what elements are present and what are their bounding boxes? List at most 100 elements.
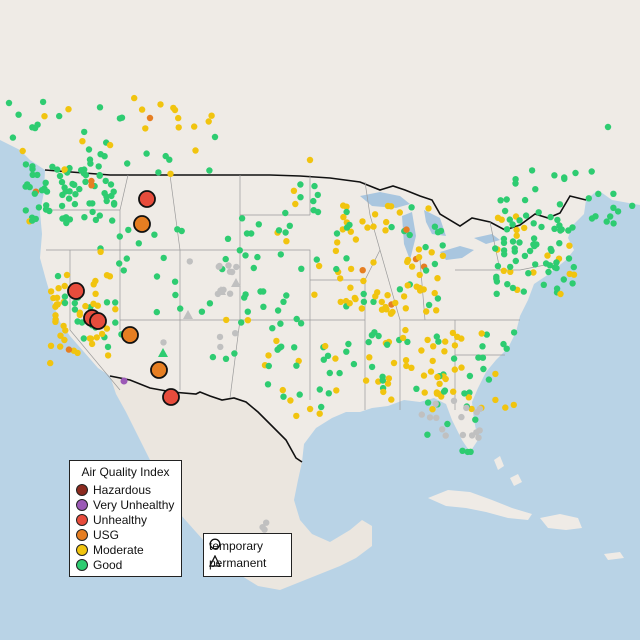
monitor-dot	[427, 368, 435, 375]
monitor-dot	[55, 285, 62, 292]
monitor-dot	[569, 280, 576, 287]
monitor-dot	[118, 114, 126, 121]
monitor-dot	[366, 354, 373, 361]
monitor-dot	[86, 335, 94, 342]
monitor-dot	[388, 396, 395, 403]
monitor-dot	[399, 334, 407, 342]
monitor-dot	[286, 222, 293, 229]
monitor-dot	[78, 167, 85, 174]
monitor-dot	[403, 362, 410, 370]
monitor-dot	[56, 172, 64, 180]
monitor-dot	[263, 519, 270, 526]
monitor-dot	[439, 242, 446, 249]
great-lakes	[360, 192, 500, 260]
monitor-dot	[384, 341, 391, 348]
monitor-dot	[500, 239, 508, 246]
monitor-dot	[81, 128, 88, 136]
monitor-dot	[124, 160, 131, 167]
monitor-dot	[57, 343, 64, 350]
monitor-dot	[435, 338, 442, 345]
fire-monitor-marker	[121, 326, 139, 344]
monitor-dot	[223, 316, 230, 324]
legend-item-moderate: Moderate	[76, 542, 144, 557]
monitor-dot	[530, 235, 538, 242]
monitor-dot	[610, 220, 617, 227]
monitor-dot	[293, 362, 300, 369]
monitor-dot	[58, 202, 66, 210]
monitor-dot	[61, 282, 68, 290]
monitor-dot	[530, 269, 537, 276]
monitor-dot	[175, 124, 182, 131]
monitor-dot	[340, 213, 347, 221]
monitor-dot	[565, 255, 573, 262]
monitor-dot	[277, 251, 284, 258]
monitor-dot	[424, 431, 431, 438]
circle-outline-icon	[209, 538, 221, 550]
monitor-dot	[424, 399, 432, 406]
monitor-dot	[63, 271, 71, 279]
legend-label: Very Unhealthy	[93, 497, 175, 512]
monitor-dot	[343, 348, 350, 355]
monitor-dot	[333, 230, 341, 237]
monitor-dot	[406, 231, 413, 239]
monitor-dot	[65, 106, 72, 113]
monitor-dot	[510, 401, 517, 409]
monitor-dot	[153, 308, 160, 316]
monitor-dot	[467, 448, 474, 455]
monitor-dot	[280, 298, 287, 305]
monitor-dot	[97, 151, 104, 158]
monitor-dot	[497, 197, 504, 204]
monitor-dot	[483, 331, 490, 338]
monitor-dot	[226, 290, 234, 297]
monitor-dot	[206, 167, 213, 174]
monitor-dot	[413, 385, 420, 392]
hispaniola-land	[540, 514, 582, 530]
monitor-dot	[418, 347, 425, 354]
monitor-dot	[404, 256, 412, 264]
monitor-dot	[232, 330, 239, 337]
monitor-dot	[313, 256, 320, 263]
monitor-dot	[498, 216, 505, 223]
monitor-dot	[217, 343, 224, 351]
monitor-dot	[359, 218, 366, 225]
monitor-dot	[153, 273, 161, 280]
monitor-dot	[32, 215, 39, 223]
monitor-dot	[532, 186, 539, 193]
monitor-dot	[465, 394, 472, 401]
monitor-dot	[85, 146, 93, 153]
monitor-dot	[595, 190, 602, 198]
fire-monitor-marker	[150, 361, 168, 379]
monitor-dot	[365, 338, 372, 346]
monitor-dot	[556, 240, 563, 247]
monitor-dot	[556, 222, 563, 229]
monitor-dot	[231, 350, 238, 357]
monitor-dot	[418, 411, 425, 418]
monitor-dot	[570, 263, 577, 271]
monitor-dot	[521, 224, 528, 232]
monitor-dot	[345, 340, 352, 348]
monitor-dot	[503, 196, 510, 203]
monitor-dot	[42, 179, 49, 186]
monitor-dot	[370, 223, 377, 230]
very-unhealthy-monitor-dot	[120, 377, 128, 385]
monitor-dot	[82, 178, 89, 185]
fire-monitor-marker	[133, 215, 151, 233]
monitor-dot	[509, 238, 517, 245]
monitor-dot	[306, 156, 314, 164]
monitor-dot	[22, 207, 29, 214]
monitor-dot	[42, 206, 50, 213]
monitor-dot	[333, 265, 340, 273]
monitor-dot	[49, 163, 56, 170]
monitor-dot	[433, 414, 440, 421]
monitor-dot	[222, 255, 229, 263]
monitor-dot	[444, 420, 451, 428]
monitor-dot	[224, 235, 232, 242]
monitor-dot	[310, 197, 317, 205]
monitor-dot	[265, 362, 272, 370]
monitor-dot	[138, 106, 146, 113]
monitor-dot	[96, 212, 104, 219]
bahamas-land	[494, 456, 522, 486]
monitor-dot	[492, 370, 499, 378]
monitor-dot	[472, 416, 479, 423]
monitor-dot	[110, 201, 118, 208]
